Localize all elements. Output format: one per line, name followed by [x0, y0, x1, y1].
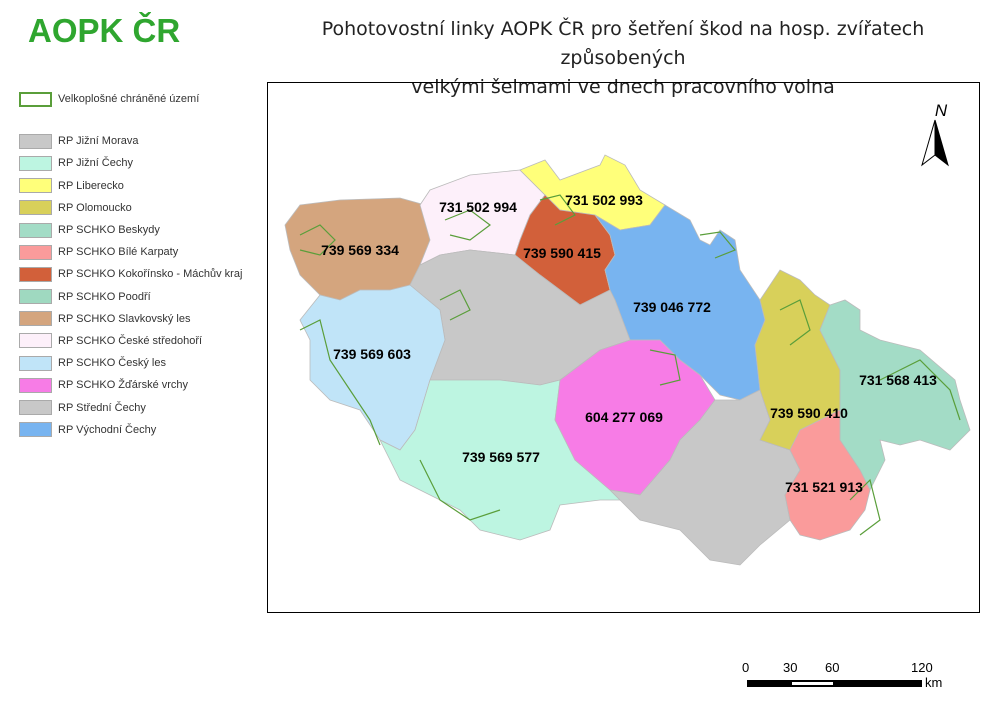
legend: Velkoplošné chráněné území RP Jižní Mora…	[19, 88, 242, 441]
legend-label: RP Liberecko	[58, 179, 124, 192]
legend-swatch	[19, 200, 52, 216]
protected-area-outline	[299, 319, 381, 446]
north-arrow-icon: N	[921, 101, 949, 167]
aopk-logo: AOPK ČR	[28, 12, 181, 49]
legend-swatch	[19, 333, 52, 349]
legend-label: RP SCHKO Poodří	[58, 290, 151, 303]
phone-label: 731 502 994	[439, 199, 517, 215]
scale-tick: 60	[825, 660, 840, 675]
protected-area-outline	[539, 194, 576, 226]
legend-item: RP SCHKO Slavkovský les	[19, 308, 242, 330]
protected-area-outline	[779, 299, 811, 346]
scale-bar-segment	[792, 682, 833, 685]
protected-area-outline	[439, 289, 471, 321]
legend-swatch	[19, 355, 52, 371]
protected-area-outline	[299, 224, 336, 256]
legend-swatch	[19, 400, 52, 416]
protected-area-outline	[849, 478, 881, 536]
legend-label: RP SCHKO Bílé Karpaty	[58, 246, 179, 259]
legend-item: RP Jižní Morava	[19, 130, 242, 152]
legend-swatch	[19, 178, 52, 194]
phone-label: 731 502 993	[565, 192, 643, 208]
protected-area-outline	[649, 349, 681, 386]
north-label: N	[935, 101, 948, 120]
legend-swatch	[19, 91, 52, 107]
legend-swatch	[19, 155, 52, 171]
legend-swatch	[19, 377, 52, 393]
phone-label: 739 569 577	[462, 449, 540, 465]
legend-item: RP SCHKO Český les	[19, 352, 242, 374]
protected-area-outline	[879, 359, 961, 421]
scale-tick: 120	[911, 660, 933, 675]
legend-item: RP Střední Čechy	[19, 396, 242, 418]
legend-swatch	[19, 133, 52, 149]
legend-item: RP SCHKO Žďárské vrchy	[19, 374, 242, 396]
scale-tick: 0	[742, 660, 750, 675]
legend-swatch	[19, 266, 52, 282]
legend-item: RP SCHKO Kokořínsko - Máchův kraj	[19, 263, 242, 285]
legend-item: RP Liberecko	[19, 175, 242, 197]
legend-label: RP SCHKO Český les	[58, 357, 166, 370]
phone-label: 739 046 772	[633, 299, 711, 315]
legend-label: RP Střední Čechy	[58, 401, 146, 414]
phone-label: 739 569 603	[333, 346, 411, 362]
title-line-2: velkými šelmami ve dnech pracovního voln…	[411, 76, 835, 98]
legend-swatch	[19, 311, 52, 327]
legend-item: RP SCHKO České středohoří	[19, 330, 242, 352]
phone-label: 739 569 334	[321, 242, 399, 258]
region-bílé-karpaty	[784, 409, 871, 541]
legend-swatch	[19, 422, 52, 438]
phone-label: 739 590 410	[770, 405, 848, 421]
legend-item: RP SCHKO Poodří	[19, 286, 242, 308]
legend-item: RP Olomoucko	[19, 197, 242, 219]
phone-label: 604 277 069	[585, 409, 663, 425]
legend-label: RP Olomoucko	[58, 201, 132, 214]
map-title: Pohotovostní linky AOPK ČR pro šetření š…	[258, 15, 988, 102]
map-frame	[267, 82, 980, 613]
legend-label: RP Jižní Čechy	[58, 157, 133, 170]
legend-item-protected-area: Velkoplošné chráněné území	[19, 88, 242, 110]
title-line-1: Pohotovostní linky AOPK ČR pro šetření š…	[321, 18, 925, 69]
legend-label: Velkoplošné chráněné území	[58, 93, 200, 106]
scale-tick: 30	[783, 660, 798, 675]
legend-label: RP SCHKO Beskydy	[58, 224, 160, 237]
legend-item: RP Východní Čechy	[19, 419, 242, 441]
legend-label: RP Jižní Morava	[58, 135, 139, 148]
legend-label: RP SCHKO České středohoří	[58, 334, 203, 347]
phone-label: 731 568 413	[859, 372, 937, 388]
legend-label: RP Východní Čechy	[58, 423, 157, 436]
phone-label: 731 521 913	[785, 479, 863, 495]
legend-label: RP SCHKO Slavkovský les	[58, 312, 191, 325]
protected-area-outline	[444, 209, 491, 241]
legend-swatch	[19, 289, 52, 305]
protected-area-outline	[699, 231, 736, 259]
legend-item: RP SCHKO Beskydy	[19, 219, 242, 241]
legend-swatch	[19, 222, 52, 238]
legend-item: RP Jižní Čechy	[19, 152, 242, 174]
legend-label: RP SCHKO Žďárské vrchy	[58, 379, 189, 392]
legend-swatch	[19, 244, 52, 260]
scale-bar-body	[747, 680, 922, 687]
scale-unit: km	[925, 675, 943, 690]
legend-item: RP SCHKO Bílé Karpaty	[19, 241, 242, 263]
protected-area-outline	[419, 459, 501, 521]
legend-label: RP SCHKO Kokořínsko - Máchův kraj	[58, 268, 243, 281]
phone-label: 739 590 415	[523, 245, 601, 261]
